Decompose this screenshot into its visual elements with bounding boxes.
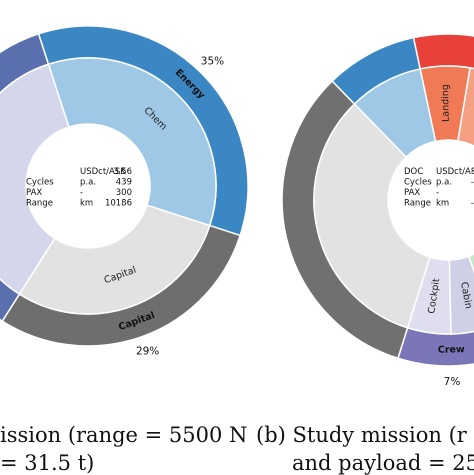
outer-slice-unlabeled-2	[0, 32, 50, 323]
caption-a-line2: = 31.5 t)	[0, 451, 95, 475]
inner-slice-ground-1	[457, 66, 474, 147]
center-table-cell: DOC	[404, 167, 423, 177]
inner-label-cockpit: Cockpit	[426, 277, 442, 314]
center-table-cell: -	[471, 178, 474, 188]
center-table-cell: USDct/ASK	[80, 167, 126, 177]
inner-slice-capital-1	[18, 204, 211, 315]
center-table-cell: -	[80, 188, 83, 198]
center-table-cell: Range	[404, 199, 431, 209]
inner-slice-unlabeled-9	[353, 68, 437, 159]
donut-chart-b: Fees21%Maint11%Crew7%LandingGroundATCAF …	[281, 33, 474, 388]
center-table-cell: km	[436, 199, 449, 209]
center-table-cell: 439	[116, 178, 132, 188]
caption-b-line1: (b) Study mission (r	[256, 423, 467, 447]
caption-b-line2: and payload = 25	[292, 451, 474, 475]
inner-slice-unlabeled-2	[0, 63, 70, 296]
center-table-cell: Range	[26, 199, 53, 209]
center-table-cell: p.a.	[80, 178, 96, 188]
center-table-cell: p.a.	[436, 178, 452, 188]
center-table-cell: PAX	[26, 188, 42, 198]
center-table-cell: Cycles	[404, 178, 432, 188]
inner-slice-unlabeled-8	[313, 102, 431, 329]
inner-label-cabin: Cabin	[458, 281, 474, 310]
inner-label-landing: Landing	[440, 84, 452, 122]
pct-label-crew: 7%	[444, 376, 461, 388]
center-table-cell: -	[471, 167, 474, 177]
center-table-cell: USDct/ASK	[436, 167, 474, 177]
outer-slice-fees-0	[412, 33, 474, 70]
center-table-cell: -	[436, 188, 439, 198]
outer-label-crew: Crew	[438, 344, 465, 356]
caption-a-line1: ission (range = 5500 N	[0, 423, 248, 447]
center-table-cell: 3.56	[113, 167, 132, 177]
inner-slice-chem-0	[47, 57, 217, 227]
center-table-cell: km	[80, 199, 93, 209]
pct-label-energy: 35%	[201, 56, 224, 68]
donut-chart-a: Energy35%Capital29%ChemCapitalUSDct/ASK3…	[0, 25, 249, 358]
pct-label-capital: 29%	[136, 346, 159, 358]
center-table-cell: 10186	[105, 199, 132, 209]
center-table-cell: PAX	[404, 188, 420, 198]
center-table-cell: Cycles	[26, 178, 54, 188]
center-table-cell: -	[471, 199, 474, 209]
center-table-cell: 300	[116, 188, 132, 198]
